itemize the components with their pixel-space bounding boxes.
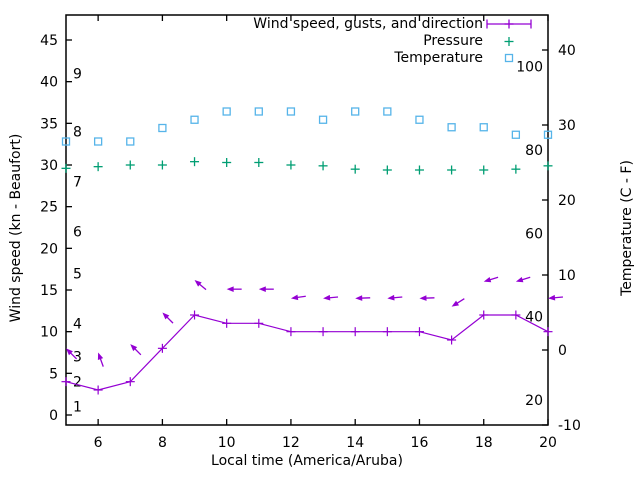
- svg-text:10: 10: [40, 325, 58, 341]
- svg-text:5: 5: [49, 366, 58, 382]
- svg-text:-10: -10: [558, 418, 581, 434]
- svg-text:5: 5: [73, 266, 82, 282]
- legend-label-pressure: Pressure: [423, 33, 483, 49]
- svg-text:80: 80: [525, 143, 543, 159]
- svg-text:0: 0: [558, 343, 567, 359]
- svg-text:9: 9: [73, 66, 82, 82]
- svg-text:15: 15: [40, 283, 58, 299]
- svg-text:20: 20: [539, 435, 557, 451]
- svg-text:6: 6: [73, 225, 82, 241]
- svg-text:30: 30: [40, 158, 58, 174]
- x-axis-title: Local time (America/Aruba): [211, 453, 403, 469]
- svg-text:8: 8: [158, 435, 167, 451]
- legend-label-wind: Wind speed, gusts, and direction: [253, 16, 483, 32]
- svg-text:100: 100: [516, 60, 543, 76]
- svg-text:20: 20: [525, 393, 543, 409]
- svg-text:12: 12: [282, 435, 300, 451]
- svg-text:10: 10: [558, 268, 576, 284]
- svg-text:40: 40: [558, 43, 576, 59]
- svg-text:0: 0: [49, 408, 58, 424]
- svg-text:40: 40: [525, 310, 543, 326]
- y-axis-right-title: Temperature (C - F): [619, 160, 635, 296]
- svg-text:20: 20: [40, 241, 58, 257]
- svg-text:2: 2: [73, 375, 82, 391]
- svg-text:3: 3: [73, 350, 82, 366]
- svg-text:10: 10: [218, 435, 236, 451]
- svg-text:6: 6: [94, 435, 103, 451]
- svg-text:35: 35: [40, 116, 58, 132]
- svg-text:60: 60: [525, 226, 543, 242]
- svg-text:8: 8: [73, 125, 82, 141]
- svg-text:18: 18: [475, 435, 493, 451]
- svg-text:7: 7: [73, 175, 82, 191]
- svg-text:45: 45: [40, 33, 58, 49]
- svg-text:20: 20: [558, 193, 576, 209]
- svg-text:4: 4: [73, 316, 82, 332]
- y-axis-left-title: Wind speed (kn - Beaufort): [8, 133, 24, 323]
- svg-text:14: 14: [346, 435, 364, 451]
- svg-text:40: 40: [40, 75, 58, 91]
- svg-text:30: 30: [558, 118, 576, 134]
- svg-text:16: 16: [411, 435, 429, 451]
- svg-text:1: 1: [73, 400, 82, 416]
- legend-label-temperature: Temperature: [394, 50, 483, 66]
- svg-text:25: 25: [40, 200, 58, 216]
